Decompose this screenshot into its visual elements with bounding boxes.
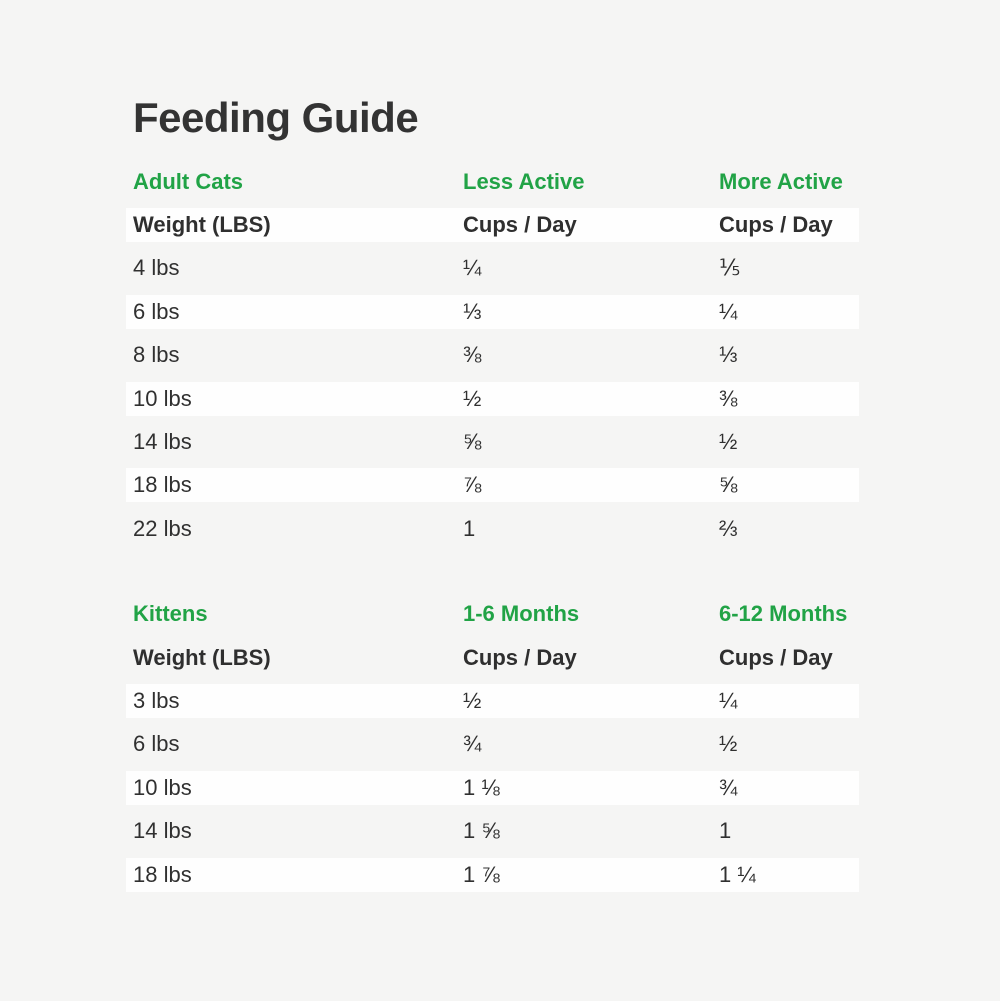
column-header-cups-day: Cups / Day bbox=[463, 644, 577, 670]
table-row: 6 lbs ⅓ ¼ bbox=[126, 290, 859, 334]
table-row: 14 lbs 1 ⅝ 1 bbox=[126, 809, 859, 852]
column-header-weight: Weight (LBS) bbox=[133, 212, 271, 238]
table-row: 10 lbs ½ ⅜ bbox=[126, 376, 859, 421]
adult-section-header-row: Adult Cats Less Active More Active bbox=[126, 160, 859, 203]
cups-cell: ¾ bbox=[463, 731, 482, 757]
cups-cell: ⅜ bbox=[719, 385, 738, 411]
weight-cell: 10 lbs bbox=[133, 385, 192, 411]
weight-cell: 18 lbs bbox=[133, 472, 192, 498]
column-header-cups-day: Cups / Day bbox=[719, 644, 833, 670]
cups-cell: 1 ⅞ bbox=[463, 861, 500, 887]
weight-cell: 6 lbs bbox=[133, 298, 180, 324]
cups-cell: ¾ bbox=[719, 774, 738, 800]
cups-cell: 1 ⅛ bbox=[463, 774, 500, 800]
cups-cell: ⅝ bbox=[719, 472, 738, 498]
weight-cell: 14 lbs bbox=[133, 818, 192, 844]
adult-column-header-row: Weight (LBS) Cups / Day Cups / Day bbox=[126, 203, 859, 247]
column-group-1-6-months: 1-6 Months bbox=[463, 601, 580, 627]
cups-cell: ¼ bbox=[719, 298, 738, 324]
weight-cell: 14 lbs bbox=[133, 429, 192, 455]
cups-cell: ⅓ bbox=[719, 342, 738, 368]
cups-cell: ⅓ bbox=[463, 298, 482, 324]
cups-cell: ⅝ bbox=[463, 429, 482, 455]
table-row: 6 lbs ¾ ½ bbox=[126, 723, 859, 766]
kittens-column-header-row: Weight (LBS) Cups / Day Cups / Day bbox=[126, 636, 859, 679]
cups-cell: 1 ¼ bbox=[719, 861, 756, 887]
cups-cell: 1 bbox=[719, 818, 732, 844]
column-header-weight: Weight (LBS) bbox=[133, 644, 271, 670]
cups-cell: ⅞ bbox=[463, 472, 482, 498]
cups-cell: ½ bbox=[719, 731, 738, 757]
kittens-table: Kittens 1-6 Months 6-12 Months Weight (L… bbox=[126, 593, 859, 897]
table-row: 8 lbs ⅜ ⅓ bbox=[126, 334, 859, 377]
section-title-kittens: Kittens bbox=[133, 601, 208, 627]
cups-cell: ½ bbox=[719, 429, 738, 455]
cups-cell: 1 ⅝ bbox=[463, 818, 500, 844]
table-row: 10 lbs 1 ⅛ ¾ bbox=[126, 766, 859, 810]
cups-cell: ¼ bbox=[463, 255, 482, 281]
column-group-6-12-months: 6-12 Months bbox=[719, 601, 848, 627]
cups-cell: ⅔ bbox=[719, 515, 738, 541]
cups-cell: ⅕ bbox=[719, 255, 741, 281]
adult-cats-table: Adult Cats Less Active More Active Weigh… bbox=[126, 160, 859, 551]
page-title: Feeding Guide bbox=[133, 94, 419, 141]
table-row: 22 lbs 1 ⅔ bbox=[126, 507, 859, 550]
cups-cell: ½ bbox=[463, 385, 482, 411]
section-title-adult-cats: Adult Cats bbox=[133, 168, 243, 194]
weight-cell: 18 lbs bbox=[133, 861, 192, 887]
table-row: 4 lbs ¼ ⅕ bbox=[126, 247, 859, 290]
table-row: 18 lbs 1 ⅞ 1 ¼ bbox=[126, 852, 859, 897]
weight-cell: 3 lbs bbox=[133, 687, 180, 713]
weight-cell: 10 lbs bbox=[133, 774, 192, 800]
table-row: 18 lbs ⅞ ⅝ bbox=[126, 463, 859, 508]
table-row: 3 lbs ½ ¼ bbox=[126, 679, 859, 723]
column-group-less-active: Less Active bbox=[463, 168, 585, 194]
column-group-more-active: More Active bbox=[719, 168, 843, 194]
weight-cell: 8 lbs bbox=[133, 342, 180, 368]
kittens-section-header-row: Kittens 1-6 Months 6-12 Months bbox=[126, 593, 859, 636]
cups-cell: ¼ bbox=[719, 687, 738, 713]
table-row: 14 lbs ⅝ ½ bbox=[126, 420, 859, 463]
cups-cell: ½ bbox=[463, 687, 482, 713]
weight-cell: 6 lbs bbox=[133, 731, 180, 757]
column-header-cups-day: Cups / Day bbox=[719, 212, 833, 238]
feeding-guide-panel: Feeding Guide Adult Cats Less Active Mor… bbox=[126, 94, 859, 897]
cups-cell: 1 bbox=[463, 515, 476, 541]
weight-cell: 22 lbs bbox=[133, 515, 192, 541]
cups-cell: ⅜ bbox=[463, 342, 482, 368]
column-header-cups-day: Cups / Day bbox=[463, 212, 577, 238]
weight-cell: 4 lbs bbox=[133, 255, 180, 281]
